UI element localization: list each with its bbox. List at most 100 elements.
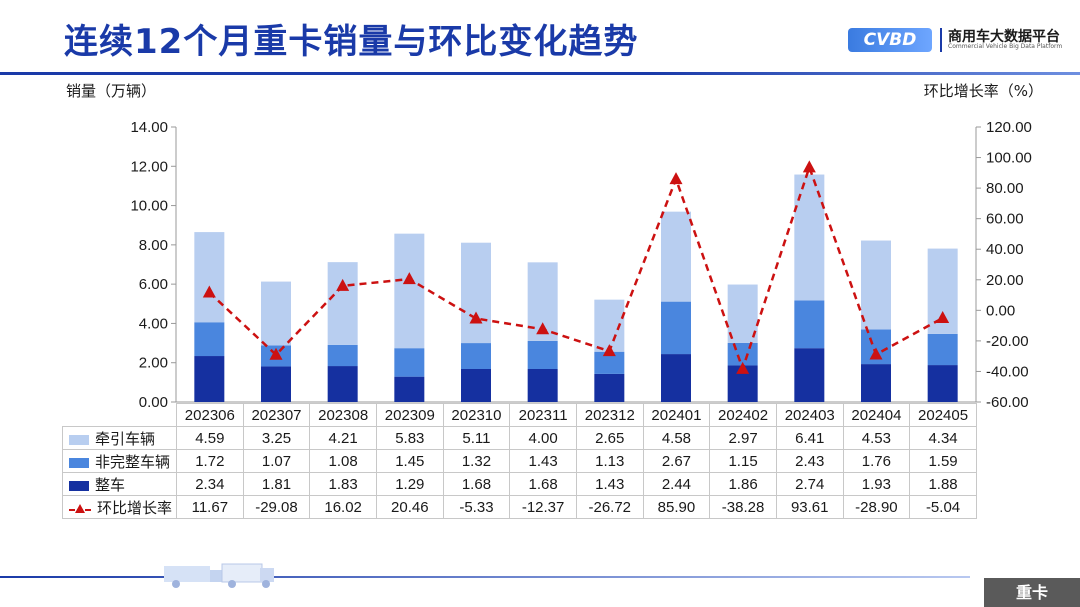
y-right-tick-label: 0.00 [986, 302, 1015, 319]
legend-label: 非完整车辆 [95, 453, 171, 471]
data-label: -38.28 [709, 495, 777, 519]
y-left-tick-label: 2.00 [139, 355, 168, 372]
y-left-tick-label: 8.00 [139, 237, 168, 254]
logo-subtitle: Commercial Vehicle Big Data Platform [948, 43, 1063, 50]
y-axis-left-label: 销量（万辆） [66, 82, 157, 100]
growth-rate-line [208, 163, 944, 373]
y-right-tick-label: 120.00 [986, 119, 1032, 136]
legend-entry: 整车 [62, 472, 177, 496]
data-label: 2.43 [775, 449, 844, 473]
data-label: 1.32 [442, 449, 511, 473]
data-label: 2.74 [775, 472, 844, 496]
y-left-tick-label: 6.00 [139, 276, 168, 293]
bar-牵引车辆 [327, 262, 358, 345]
data-label: 4.21 [309, 426, 377, 450]
y-right-tick-label: -60.00 [986, 394, 1029, 411]
legend-entry: 非完整车辆 [62, 449, 177, 473]
data-label: 1.68 [442, 472, 511, 496]
table-row: 整车 2.34 1.81 1.83 1.29 1.68 1.68 1.43 2.44 1.86 2.… [62, 472, 977, 496]
x-tick-label: 202404 [842, 403, 911, 427]
bar-牵引车辆 [461, 242, 491, 344]
legend-label: 牵引车辆 [95, 430, 156, 448]
bar-整车 [461, 369, 491, 402]
bar-整车 [861, 364, 891, 402]
data-label: 1.08 [309, 449, 377, 473]
data-label: 1.72 [176, 449, 244, 473]
y-left-tick-label: 4.00 [139, 315, 168, 332]
bar-牵引车辆 [194, 232, 225, 323]
x-tick-label: 202312 [575, 403, 644, 427]
x-tick-label: 202403 [775, 403, 844, 427]
growth-rate-point [802, 160, 816, 173]
table-row: 牵引车辆 4.59 3.25 4.21 5.83 5.11 4.00 2.65 4.58 2.97… [62, 426, 977, 450]
bar-非完整车辆 [927, 333, 958, 366]
data-label: 1.68 [509, 472, 577, 496]
data-label: -28.90 [842, 495, 911, 519]
y-right-tick-label: -40.00 [986, 363, 1029, 380]
growth-rate-point [536, 322, 550, 335]
x-tick-label: 202402 [709, 403, 777, 427]
bar-非完整车辆 [461, 343, 491, 369]
bar-整车 [661, 354, 691, 402]
bar-牵引车辆 [861, 240, 891, 330]
legend-label: 整车 [95, 476, 126, 494]
x-tick-label: 202309 [375, 403, 444, 427]
logo-mark-icon: CVBD [848, 28, 932, 52]
growth-rate-point [469, 311, 483, 324]
growth-rate-point [269, 347, 283, 360]
bar-非完整车辆 [527, 340, 558, 369]
data-label: 2.65 [575, 426, 644, 450]
bar-牵引车辆 [261, 281, 291, 346]
y-axis-right-label: 环比增长率（%） [923, 82, 1043, 100]
data-label: 1.13 [575, 449, 644, 473]
data-label: 16.02 [309, 495, 377, 519]
table-row: 环比增长率 11.67 -29.08 16.02 20.46 -5.33 -12.37 -26… [62, 495, 977, 519]
sales-chart: 0.00 2.00 4.00 6.00 8.00 10.00 12.00 14.00 -60.0… [130, 119, 1032, 411]
bar-牵引车辆 [394, 233, 425, 349]
title-underline [0, 72, 1080, 75]
bar-整车 [194, 356, 225, 402]
growth-rate-point [736, 361, 750, 374]
data-label: 1.45 [375, 449, 444, 473]
data-label: 85.90 [642, 495, 711, 519]
data-label: 4.00 [509, 426, 577, 450]
data-label: 4.34 [909, 426, 977, 450]
y-right-tick-label: 100.00 [986, 150, 1032, 167]
data-label: 1.43 [575, 472, 644, 496]
category-tag: 重卡 [984, 578, 1080, 607]
y-right-tick-label: 60.00 [986, 211, 1024, 228]
brand-logo: CVBD 商用车大数据平台 Commercial Vehicle Big Dat… [848, 24, 1068, 56]
data-label: -29.08 [242, 495, 311, 519]
y-right-tick-label: 20.00 [986, 272, 1024, 289]
data-label: 4.53 [842, 426, 911, 450]
bar-牵引车辆 [661, 211, 691, 302]
bar-非完整车辆 [794, 300, 825, 349]
x-tick-label: 202401 [642, 403, 711, 427]
data-label: -26.72 [575, 495, 644, 519]
data-label: 5.83 [375, 426, 444, 450]
table-header-row: 202306 202307 202308 202309 202310 202311 2023… [62, 403, 977, 427]
y-left-tick-label: 10.00 [130, 198, 168, 215]
logo-name: 商用车大数据平台 [948, 29, 1060, 45]
bar-整车 [594, 373, 625, 402]
logo-divider [940, 28, 942, 52]
bar-牵引车辆 [727, 284, 758, 343]
data-label: 6.41 [775, 426, 844, 450]
x-tick-label: 202308 [309, 403, 377, 427]
growth-rate-point [602, 344, 616, 357]
legend-swatch-icon [69, 457, 89, 468]
y-right-tick-label: 80.00 [986, 180, 1024, 197]
x-tick-label: 202307 [242, 403, 311, 427]
data-label: 1.83 [309, 472, 377, 496]
table-row: 非完整车辆 1.72 1.07 1.08 1.45 1.32 1.43 1.13 2.67 1.1… [62, 449, 977, 473]
bar-非完整车辆 [327, 344, 358, 367]
data-label: -5.04 [909, 495, 977, 519]
data-label: 20.46 [375, 495, 444, 519]
x-tick-label: 202310 [442, 403, 511, 427]
bar-整车 [927, 365, 958, 402]
growth-rate-point [402, 272, 416, 285]
y-left-tick-label: 12.00 [130, 158, 168, 175]
data-label: 1.93 [842, 472, 911, 496]
legend-label: 环比增长率 [97, 499, 173, 517]
bar-非完整车辆 [661, 301, 691, 355]
